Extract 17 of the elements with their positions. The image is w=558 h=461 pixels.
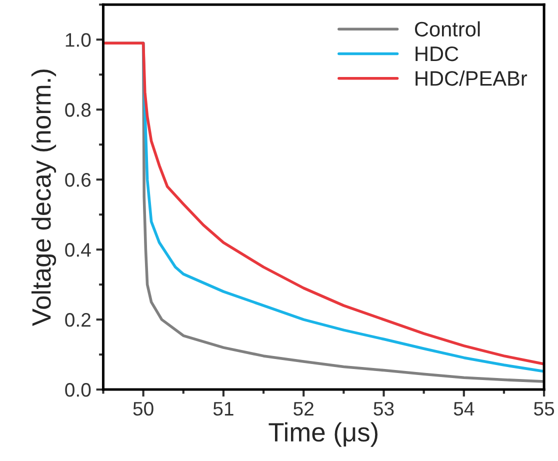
x-tick-label: 54: [454, 402, 474, 416]
y-tick-label: 0.2: [65, 313, 90, 327]
x-tick-label: 52: [294, 402, 314, 416]
y-tick-label: 0.4: [65, 243, 91, 257]
y-tick-label: 0.8: [65, 103, 91, 117]
y-tick-label: 1.0: [66, 33, 91, 47]
x-tick-label: 51: [213, 402, 234, 416]
x-axis-title: Time (μs): [268, 422, 378, 447]
legend-label: HDC: [416, 46, 458, 62]
y-tick-label: 0.6: [65, 173, 91, 187]
y-axis-title: Voltage decay (norm.): [31, 70, 56, 326]
x-tick-label: 55: [534, 402, 554, 416]
x-tick-label: 53: [374, 402, 394, 416]
legend-label: Control: [414, 21, 480, 37]
y-tick-label: 0.0: [65, 383, 91, 397]
x-tick-label: 50: [133, 402, 154, 416]
legend-label: HDC/PEABr: [416, 70, 528, 86]
